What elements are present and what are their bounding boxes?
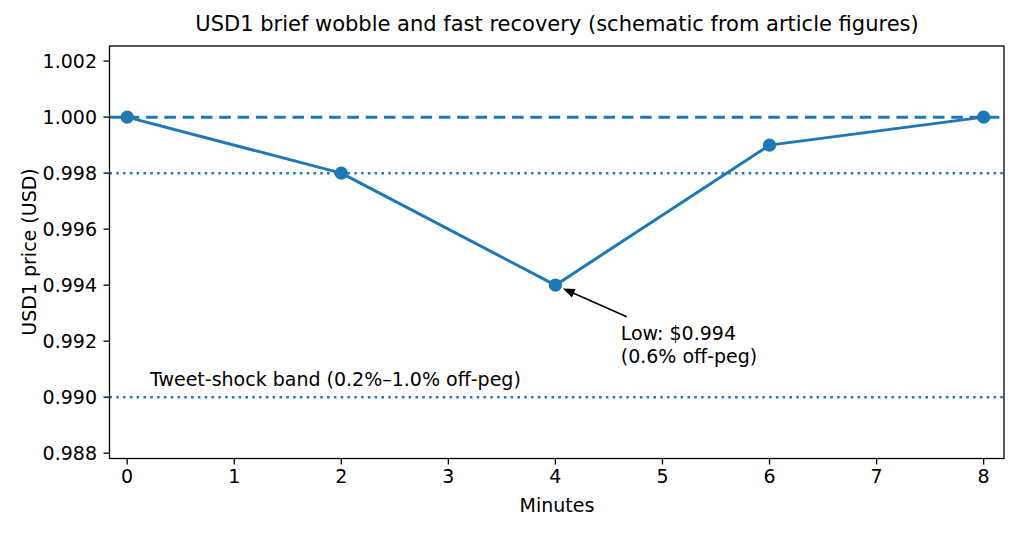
y-tick-label: 0.990 xyxy=(43,386,97,408)
chart-figure: USD1 brief wobble and fast recovery (sch… xyxy=(0,0,1024,536)
x-tick-label: 8 xyxy=(978,465,990,487)
x-tick-label: 2 xyxy=(335,465,347,487)
y-tick-label: 0.998 xyxy=(43,162,97,184)
y-tick-label: 0.996 xyxy=(43,218,97,240)
tweet-shock-band-annotation: Tweet-shock band (0.2%–1.0% off-peg) xyxy=(150,368,521,391)
low-point-annotation: Low: $0.994 (0.6% off-peg) xyxy=(621,322,758,368)
x-tick-label: 0 xyxy=(121,465,133,487)
x-tick-label: 6 xyxy=(763,465,775,487)
x-tick-label: 7 xyxy=(871,465,883,487)
annotation-arrow-shaft xyxy=(572,293,627,317)
x-tick-label: 1 xyxy=(228,465,240,487)
data-point-marker xyxy=(549,279,562,292)
plot-area: 0 1 2 3 4 5 6 7 8 0.988 0.990 0.992 0.994 0.996 0.998 1… xyxy=(0,0,1024,536)
y-tick-label: 0.994 xyxy=(43,274,97,296)
data-point-marker xyxy=(121,111,134,124)
y-tick-label: 1.000 xyxy=(43,106,97,128)
x-tick-label: 4 xyxy=(549,465,561,487)
plot-border xyxy=(110,46,1005,459)
x-tick-label: 3 xyxy=(442,465,454,487)
x-tick-label: 5 xyxy=(656,465,668,487)
y-tick-label: 0.988 xyxy=(43,442,97,464)
price-line xyxy=(127,117,983,285)
data-point-marker xyxy=(977,111,990,124)
data-point-marker xyxy=(335,167,348,180)
y-tick-label: 1.002 xyxy=(43,50,97,72)
y-tick-label: 0.992 xyxy=(43,330,97,352)
data-point-marker xyxy=(763,139,776,152)
annotation-arrow-head xyxy=(563,288,576,297)
